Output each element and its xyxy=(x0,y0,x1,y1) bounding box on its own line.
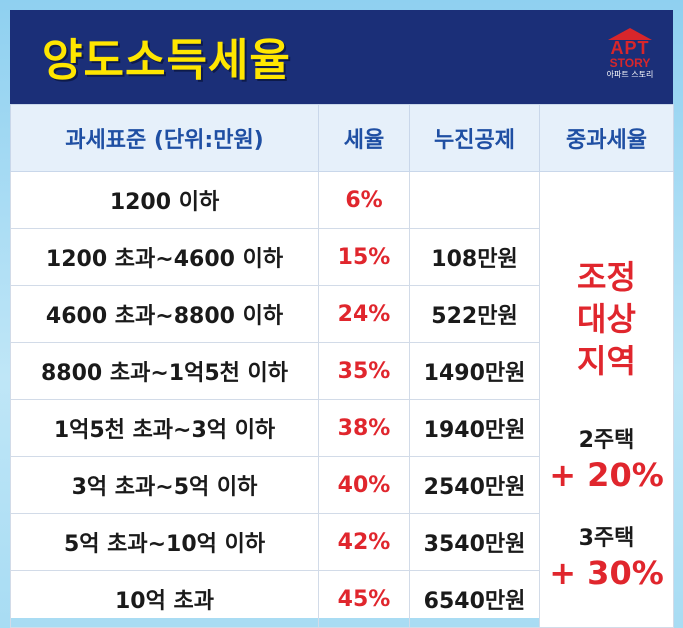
three-homes-rate: + 30% xyxy=(549,554,664,592)
page-title: 양도소득세율 xyxy=(42,35,291,86)
header-tax-rate: 세율 xyxy=(318,104,410,172)
adjustment-zone-label: 조정 대상 지역 xyxy=(540,256,673,382)
tax-rate-cell: 24% xyxy=(318,285,410,343)
table-row: 1억5천 초과~3억 이하 38% 1940만원 xyxy=(10,399,674,457)
table-row: 10억 초과 45% 6540만원 xyxy=(10,570,674,628)
tax-base-cell: 1억5천 초과~3억 이하 xyxy=(10,399,319,457)
deduction-cell: 3540만원 xyxy=(409,513,540,571)
tax-rate-cell: 35% xyxy=(318,342,410,400)
logo-line-2: STORY xyxy=(609,56,651,70)
two-homes-label: 2주택 xyxy=(578,428,635,453)
logo-line-1: APT xyxy=(610,38,650,58)
deduction-cell: 2540만원 xyxy=(409,456,540,514)
tax-rate-cell: 42% xyxy=(318,513,410,571)
header-progressive-deduction: 누진공제 xyxy=(409,104,540,172)
table-row: 8800 초과~1억5천 이하 35% 1490만원 xyxy=(10,342,674,400)
tax-rate-cell: 38% xyxy=(318,399,410,457)
heavy-tax-panel: 조정 대상 지역 2주택 + 20% 3주택 + 30% xyxy=(539,171,674,628)
three-homes-surcharge: 3주택 + 30% xyxy=(540,520,673,592)
tax-base-cell: 4600 초과~8800 이하 xyxy=(10,285,319,343)
tax-rate-card: 양도소득세율 APT STORY 아파트 스토리 과세표준 (단위:만원) 세율… xyxy=(10,10,674,628)
table-row: 5억 초과~10억 이하 42% 3540만원 xyxy=(10,513,674,571)
apt-story-logo: APT STORY 아파트 스토리 xyxy=(601,28,659,90)
tax-base-cell: 5억 초과~10억 이하 xyxy=(10,513,319,571)
tax-base-cell: 1200 이하 xyxy=(10,171,319,229)
deduction-cell: 1940만원 xyxy=(409,399,540,457)
adjustment-zone-text: 조정 대상 지역 xyxy=(577,258,636,380)
deduction-cell: 522만원 xyxy=(409,285,540,343)
tax-base-cell: 3억 초과~5억 이하 xyxy=(10,456,319,514)
tax-rate-table: 과세표준 (단위:만원) 세율 누진공제 중과세율 1200 이하 6% 조정 대… xyxy=(10,104,674,628)
deduction-cell: 1490만원 xyxy=(409,342,540,400)
table-row: 1200 초과~4600 이하 15% 108만원 xyxy=(10,228,674,286)
tax-rate-cell: 15% xyxy=(318,228,410,286)
tax-rate-cell: 6% xyxy=(318,171,410,229)
logo-line-3: 아파트 스토리 xyxy=(606,70,654,79)
tax-rate-cell: 45% xyxy=(318,570,410,628)
header-tax-base: 과세표준 (단위:만원) xyxy=(10,104,319,172)
house-roof-icon xyxy=(608,28,652,40)
tax-base-cell: 8800 초과~1억5천 이하 xyxy=(10,342,319,400)
tax-base-cell: 10억 초과 xyxy=(10,570,319,628)
header-heavy-tax-rate: 중과세율 xyxy=(539,104,674,172)
deduction-cell: 6540만원 xyxy=(409,570,540,628)
three-homes-label: 3주택 xyxy=(578,526,635,551)
tax-base-cell: 1200 초과~4600 이하 xyxy=(10,228,319,286)
deduction-cell: 108만원 xyxy=(409,228,540,286)
title-bar: 양도소득세율 APT STORY 아파트 스토리 xyxy=(10,10,673,104)
deduction-cell xyxy=(409,171,540,229)
table-row: 1200 이하 6% 조정 대상 지역 2주택 + 20% 3주택 xyxy=(10,171,674,628)
table-header-row: 과세표준 (단위:만원) 세율 누진공제 중과세율 xyxy=(10,104,674,172)
tax-rate-cell: 40% xyxy=(318,456,410,514)
table-row: 3억 초과~5억 이하 40% 2540만원 xyxy=(10,456,674,514)
two-homes-surcharge: 2주택 + 20% xyxy=(540,422,673,494)
two-homes-rate: + 20% xyxy=(549,456,664,494)
